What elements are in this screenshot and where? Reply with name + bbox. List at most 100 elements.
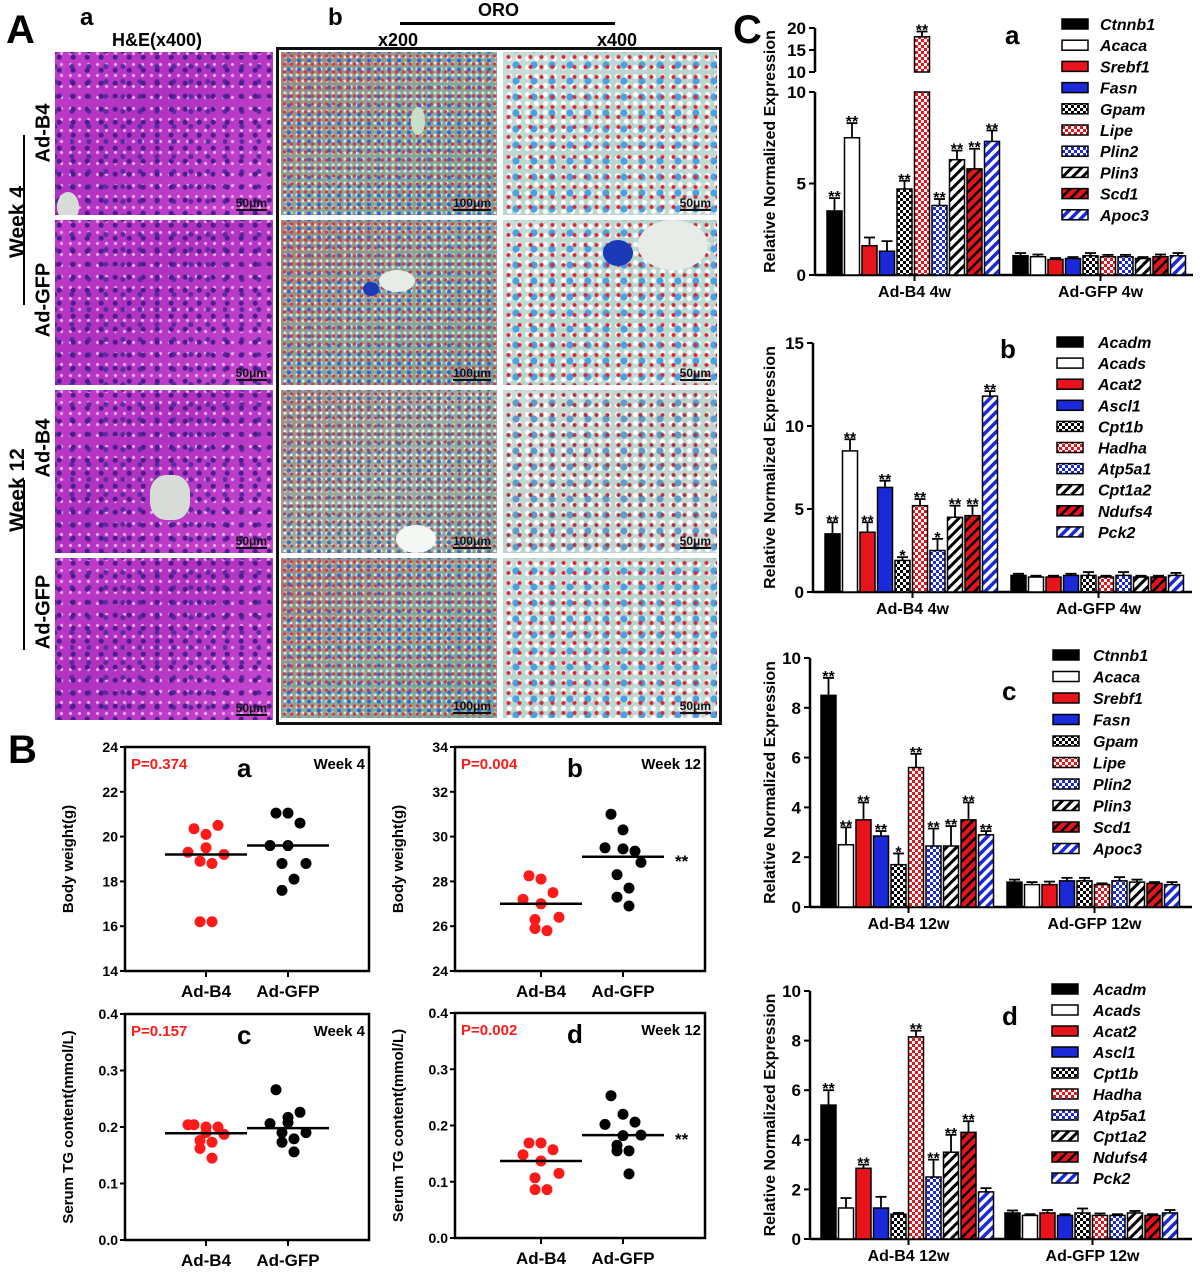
legend-label: Scd1 (1100, 187, 1138, 204)
significance-marker: ** (840, 818, 853, 835)
data-point (194, 1135, 206, 1147)
data-point (206, 857, 218, 869)
significance-marker: ** (927, 1151, 940, 1168)
significance-marker: * (895, 844, 902, 861)
data-point (629, 1116, 641, 1128)
y-tick-label: 5 (795, 500, 804, 519)
y-tick-label: 0 (795, 583, 804, 602)
data-point (276, 857, 288, 869)
legend-label: Acaca (1099, 38, 1147, 55)
data-point (535, 873, 547, 885)
y-tick-label: 0 (797, 266, 806, 285)
y-axis-label: Body weight(g) (390, 805, 407, 913)
data-point (276, 1127, 288, 1139)
data-point (288, 1146, 300, 1158)
bar-Pck2 (1161, 1212, 1179, 1240)
bar-Acads (837, 1207, 855, 1240)
bar-Lipe (1099, 255, 1117, 276)
bar-Acat2 (1039, 1212, 1056, 1240)
legend-label: Ndufs4 (1093, 1150, 1147, 1167)
legend-swatch (1052, 649, 1080, 661)
y-tick-label: 10 (785, 417, 804, 436)
significance-marker: ** (968, 140, 981, 157)
oro-x200-week4-ad-b4: 100μm (281, 52, 497, 215)
y-tick-label: 6 (792, 1081, 801, 1100)
bar-Ctnnb1 (820, 694, 837, 908)
data-point (270, 1084, 282, 1096)
bar-Lipe (907, 766, 925, 908)
legend-label: Hadha (1093, 1087, 1142, 1104)
significance-marker: ** (966, 497, 979, 514)
legend-swatch (1052, 735, 1080, 747)
data-point (611, 869, 623, 881)
chart-letter: d (1002, 1001, 1018, 1031)
bar-Fasn (1058, 880, 1076, 908)
data-point (276, 1136, 288, 1148)
data-point (270, 807, 282, 819)
panel-label-a: A (6, 8, 35, 52)
data-point (212, 819, 224, 831)
x-category-label: Ad-GFP 12w (1048, 916, 1143, 933)
legend-swatch (1052, 756, 1080, 769)
chart-letter: b (1000, 334, 1016, 364)
y-tick-label: 28 (432, 873, 448, 889)
legend-label: Apoc3 (1092, 842, 1142, 859)
significance-marker: ** (861, 513, 874, 530)
y-tick-label: 26 (432, 918, 448, 934)
data-point (623, 1168, 635, 1180)
legend-swatch (1051, 1088, 1079, 1100)
significance-marker: ** (945, 817, 958, 834)
bar-Cpt1b (890, 1213, 907, 1240)
legend-label: Lipe (1100, 123, 1133, 140)
y-tick-label: 0.3 (429, 1061, 449, 1077)
scale-bar: 50μm (235, 196, 267, 211)
x-category-label: Ad-GFP 4w (1058, 284, 1144, 301)
plot-title: Week 4 (314, 1023, 366, 1040)
y-tick-label: 16 (102, 918, 118, 934)
bar-Apoc3 (983, 140, 1001, 276)
bar-Srebf1 (861, 244, 878, 276)
legend-swatch (1056, 526, 1084, 538)
x-tick-label: Ad-B4 (181, 982, 232, 1001)
significance-marker: ** (945, 1126, 958, 1143)
bar-Acadm (824, 533, 841, 593)
y-tick-label: 0.1 (429, 1174, 449, 1190)
significance-marker: ** (984, 382, 997, 399)
data-point (635, 856, 647, 868)
bar-Gpam (1082, 255, 1099, 276)
legend-swatch (1056, 483, 1084, 496)
bar-Plin3 (948, 158, 966, 276)
significance-marker: ** (962, 793, 975, 810)
bar-Cpt1a2 (946, 516, 964, 593)
plot-frame (123, 745, 371, 973)
plot-letter: c (237, 1020, 251, 1050)
bar-Cpt1b (894, 559, 911, 593)
oro-x400-week4-ad-b4: 50μm (503, 52, 717, 215)
legend-swatch (1056, 441, 1084, 454)
significance-marker: * (934, 530, 941, 547)
bar-Ascl1 (872, 1207, 890, 1240)
legend-swatch (1061, 209, 1089, 221)
bar-Plin2 (925, 845, 942, 908)
y-tick-label: 4 (792, 1131, 802, 1150)
bar-Pck2 (977, 1191, 995, 1240)
legend-swatch (1056, 420, 1084, 433)
y-tick-label: 0.3 (99, 1063, 119, 1079)
oro-bracket-line (400, 22, 615, 25)
legend-swatch (1051, 1109, 1079, 1121)
panel-label-c: C (733, 8, 762, 52)
bar-Acads (1021, 1214, 1039, 1240)
legend-label: Lipe (1093, 756, 1126, 773)
legend-label: Atp5a1 (1092, 1108, 1146, 1125)
significance-marker: ** (951, 142, 964, 159)
bar-Ndufs4 (964, 514, 981, 593)
y-tick-label: 2 (792, 1180, 801, 1199)
significance-marker: ** (879, 472, 892, 489)
legend-swatch (1051, 983, 1079, 995)
panel-label-b: B (8, 728, 37, 772)
bar-Hadha (911, 504, 929, 593)
y-tick-label: 0.1 (99, 1176, 119, 1192)
legend-swatch (1051, 1172, 1079, 1184)
legend-swatch (1052, 670, 1080, 683)
